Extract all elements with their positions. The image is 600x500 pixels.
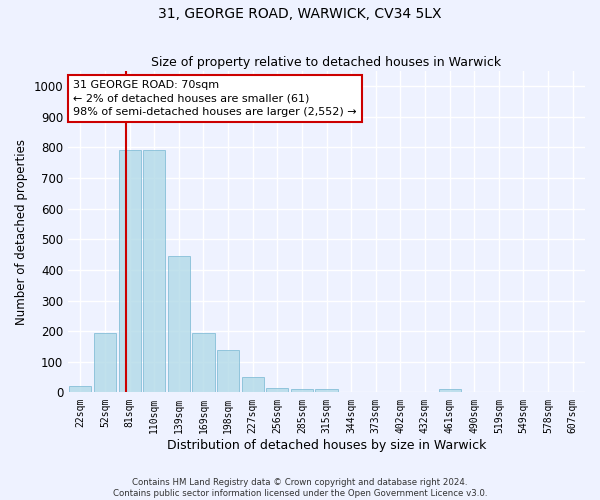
Bar: [168, 256, 190, 392]
Text: 31 GEORGE ROAD: 70sqm
← 2% of detached houses are smaller (61)
98% of semi-detac: 31 GEORGE ROAD: 70sqm ← 2% of detached h…: [73, 80, 357, 116]
Bar: [217, 350, 239, 393]
Bar: [291, 389, 313, 392]
Text: 31, GEORGE ROAD, WARWICK, CV34 5LX: 31, GEORGE ROAD, WARWICK, CV34 5LX: [158, 8, 442, 22]
X-axis label: Distribution of detached houses by size in Warwick: Distribution of detached houses by size …: [167, 440, 486, 452]
Bar: [242, 377, 264, 392]
Bar: [143, 150, 165, 392]
Bar: [119, 150, 140, 392]
Y-axis label: Number of detached properties: Number of detached properties: [15, 138, 28, 324]
Bar: [316, 389, 338, 392]
Bar: [69, 386, 91, 392]
Bar: [266, 388, 289, 392]
Bar: [193, 332, 215, 392]
Text: Contains HM Land Registry data © Crown copyright and database right 2024.
Contai: Contains HM Land Registry data © Crown c…: [113, 478, 487, 498]
Title: Size of property relative to detached houses in Warwick: Size of property relative to detached ho…: [151, 56, 502, 70]
Bar: [439, 390, 461, 392]
Bar: [94, 332, 116, 392]
